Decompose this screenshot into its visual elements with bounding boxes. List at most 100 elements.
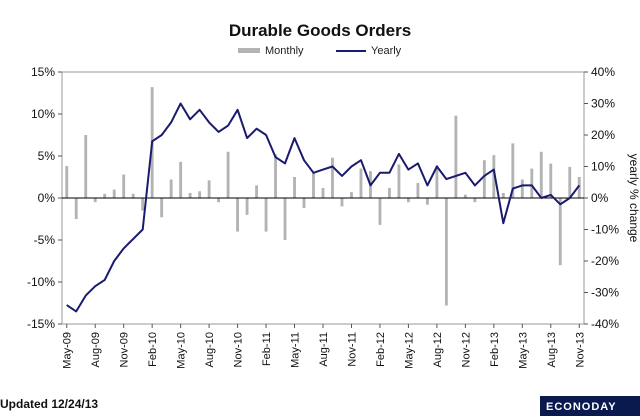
monthly-bar <box>236 198 240 232</box>
monthly-bar <box>131 193 135 198</box>
brand-badge <box>540 396 640 416</box>
x-tick-label: Nov-13 <box>574 332 586 367</box>
monthly-bar <box>530 168 534 198</box>
monthly-bar <box>188 192 192 198</box>
monthly-bar <box>520 179 524 198</box>
monthly-bar <box>492 155 496 198</box>
legend-label-monthly: Monthly <box>265 45 304 57</box>
monthly-bar <box>511 143 515 198</box>
monthly-bar <box>397 164 401 198</box>
x-tick-label: Feb-13 <box>489 332 501 367</box>
monthly-bar <box>350 192 353 198</box>
x-tick-label: Nov-10 <box>233 332 245 367</box>
monthly-bar <box>378 198 382 225</box>
left-tick-label: 10% <box>31 107 55 121</box>
x-tick-label: Feb-12 <box>375 332 387 367</box>
monthly-bar <box>293 177 296 198</box>
monthly-bar <box>463 194 467 198</box>
x-tick-label: Aug-10 <box>204 332 216 367</box>
right-tick-label: 10% <box>591 160 615 174</box>
x-tick-label: May-13 <box>517 332 529 369</box>
right-axis: 40% 30% 20% 10% 0% -10% -20% -30% -40% <box>584 65 619 331</box>
x-tick-label: Nov-09 <box>119 332 131 367</box>
left-axis: 15% 10% 5% 0% -5% -10% -15% <box>27 65 62 331</box>
chart-title: Durable Goods Orders <box>229 21 411 40</box>
legend: Monthly Yearly <box>238 45 402 57</box>
monthly-bar <box>112 189 116 198</box>
monthly-bar <box>435 165 439 198</box>
monthly-bar <box>226 151 230 198</box>
x-tick-label: Aug-09 <box>90 332 102 367</box>
x-tick-label: Aug-13 <box>546 332 558 367</box>
monthly-bar <box>198 191 202 198</box>
x-tick-label: Aug-12 <box>432 332 444 367</box>
monthly-bar <box>406 198 410 203</box>
x-tick-label: May-12 <box>403 332 415 369</box>
monthly-bar <box>577 177 581 198</box>
monthly-bar <box>274 154 277 198</box>
monthly-bar <box>264 198 268 232</box>
left-tick-label: -15% <box>27 317 55 331</box>
monthly-bar <box>84 135 88 198</box>
right-tick-label: 40% <box>591 65 615 79</box>
monthly-bar <box>558 198 562 266</box>
monthly-bar <box>416 182 420 198</box>
right-tick-label: -40% <box>591 317 619 331</box>
monthly-bar <box>179 161 183 198</box>
monthly-bar <box>501 192 505 198</box>
yearly-line <box>66 102 581 313</box>
x-tick-label: Aug-11 <box>318 332 330 367</box>
right-tick-label: -10% <box>591 223 619 237</box>
right-tick-label: 20% <box>591 128 615 142</box>
monthly-bar <box>255 185 258 198</box>
monthly-bar <box>539 151 543 198</box>
monthly-bar <box>425 198 429 205</box>
monthly-bar <box>122 174 126 198</box>
right-tick-label: -30% <box>591 286 619 300</box>
monthly-bar <box>444 198 448 306</box>
monthly-bar <box>331 157 334 198</box>
right-axis-label: yearly % change <box>627 154 640 243</box>
monthly-bar <box>217 198 221 203</box>
x-tick-label: May-11 <box>290 332 302 368</box>
left-tick-label: -10% <box>27 275 55 289</box>
x-tick-label: Nov-12 <box>460 332 472 367</box>
monthly-bar <box>245 198 249 215</box>
right-tick-label: 30% <box>591 97 615 111</box>
legend-swatch-monthly <box>238 48 260 53</box>
monthly-bar <box>65 166 69 198</box>
monthly-bar <box>340 198 344 207</box>
monthly-bar <box>283 198 287 240</box>
monthly-bar <box>103 193 107 198</box>
monthly-bar <box>207 180 211 198</box>
right-tick-label: 0% <box>591 191 609 205</box>
left-tick-label: 5% <box>38 149 56 163</box>
monthly-bar <box>141 198 145 211</box>
monthly-bar <box>388 187 391 198</box>
left-tick-label: 0% <box>38 191 56 205</box>
x-tick-label: Feb-10 <box>147 332 159 367</box>
brand-logo: ECONODAY <box>546 401 617 413</box>
left-tick-label: -5% <box>34 233 56 247</box>
monthly-bar <box>482 160 486 198</box>
updated-date: Updated 12/24/13 <box>0 397 98 411</box>
legend-label-yearly: Yearly <box>371 45 402 57</box>
monthly-bar <box>321 187 325 198</box>
x-tick-label: Nov-11 <box>346 332 358 367</box>
monthly-bar <box>473 198 477 203</box>
monthly-bar <box>312 172 315 198</box>
monthly-bar <box>93 198 97 203</box>
monthly-bar <box>160 198 164 218</box>
left-tick-label: 15% <box>31 65 55 79</box>
right-tick-label: -20% <box>591 254 619 268</box>
monthly-bar <box>169 179 173 198</box>
x-tick-label: Feb-11 <box>261 332 273 366</box>
x-tick-label: May-09 <box>62 332 74 369</box>
x-axis: May-09 Aug-09 Nov-09 Feb-10 May-10 Aug-10 Nov-… <box>62 324 586 369</box>
monthly-bar <box>549 163 553 198</box>
monthly-bar <box>359 168 363 198</box>
monthly-bar <box>454 115 458 198</box>
monthly-bar <box>568 166 572 198</box>
monthly-bar <box>302 198 306 209</box>
